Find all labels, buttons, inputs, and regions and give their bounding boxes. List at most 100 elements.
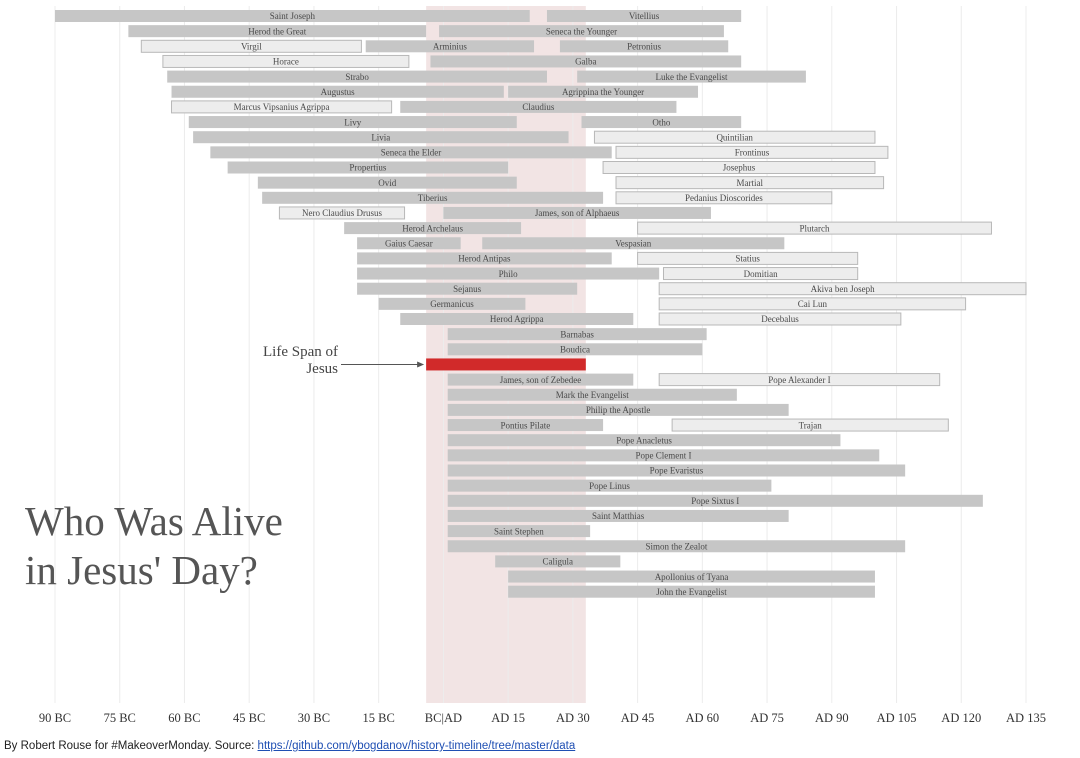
lifespan-bar <box>400 313 634 325</box>
lifespan-label: Arminius <box>433 42 467 52</box>
jesus-lifespan-bar <box>426 358 586 371</box>
x-tick-label: BC|AD <box>425 711 462 725</box>
lifespan-bar <box>593 130 876 144</box>
lifespan-bar <box>658 373 941 387</box>
lifespan-label: Pope Linus <box>589 481 630 491</box>
x-tick-label: AD 90 <box>815 711 849 725</box>
lifespan-label: Petronius <box>627 42 661 52</box>
lifespan-label: Caligula <box>543 557 574 567</box>
lifespan-label: Herod Archelaus <box>402 223 463 233</box>
lifespan-label: Domitian <box>744 269 778 279</box>
lifespan-bar <box>357 237 461 250</box>
lifespan-label: Barnabas <box>560 329 594 339</box>
source-link[interactable]: https://github.com/ybogdanov/history-tim… <box>257 740 576 752</box>
annotation-arrow-icon <box>417 361 425 368</box>
lifespan-label: Frontinus <box>735 148 770 158</box>
lifespan-bar <box>447 479 772 492</box>
lifespan-bar <box>581 116 742 129</box>
lifespan-label: James, son of Zebedee <box>500 375 581 385</box>
lifespan-label: Quintilian <box>716 132 753 142</box>
lifespan-label: Mark the Evangelist <box>556 390 629 400</box>
lifespan-label: Statius <box>735 254 760 264</box>
x-tick-label: AD 45 <box>621 711 655 725</box>
chart-title: Who Was Alive in Jesus' Day? <box>25 497 283 595</box>
lifespan-bar <box>447 434 841 447</box>
lifespan-bar <box>439 25 724 38</box>
lifespan-label: Josephus <box>723 163 756 173</box>
lifespan-label: Pope Evaristus <box>650 466 704 476</box>
lifespan-bar <box>658 282 1027 296</box>
lifespan-label: Herod the Great <box>248 26 306 36</box>
lifespan-bar <box>447 419 604 432</box>
lifespan-label: Herod Antipas <box>458 254 511 264</box>
lifespan-bar <box>495 555 621 568</box>
lifespan-bar <box>171 85 504 98</box>
lifespan-label: Livy <box>344 117 361 127</box>
lifespan-label: Pope Clement I <box>635 451 691 461</box>
lifespan-bar <box>193 131 569 144</box>
x-tick-label: 15 BC <box>363 711 395 725</box>
title-line-1: Who Was Alive <box>25 498 283 544</box>
lifespan-bar <box>357 252 612 265</box>
lifespan-bar <box>357 282 578 295</box>
x-tick-label: AD 30 <box>556 711 590 725</box>
lifespan-bar <box>546 10 742 22</box>
lifespan-label: Galba <box>575 57 597 67</box>
lifespan-label: Strabo <box>345 72 369 82</box>
footer-text: By Robert Rouse for #MakeoverMonday. Sou… <box>4 740 258 752</box>
lifespan-bar <box>278 206 406 220</box>
lifespan-bar <box>447 464 906 477</box>
lifespan-bar <box>662 267 859 281</box>
lifespan-bar <box>447 388 737 401</box>
lifespan-label: Pope Sixtus I <box>691 496 739 506</box>
lifespan-label: Saint Matthias <box>592 511 645 521</box>
lifespan-bar <box>447 403 789 416</box>
lifespan-label: Simon the Zealot <box>645 541 707 551</box>
lifespan-label: John the Evangelist <box>656 587 727 597</box>
x-tick-label: AD 105 <box>877 711 917 725</box>
x-tick-label: AD 120 <box>941 711 981 725</box>
annotation-line-1: Life Span of <box>263 344 338 360</box>
lifespan-label: Seneca the Younger <box>546 26 617 36</box>
lifespan-bar <box>447 509 789 522</box>
lifespan-bar <box>447 328 707 341</box>
lifespan-label: Martial <box>737 178 764 188</box>
lifespan-label: Seneca the Elder <box>381 148 441 158</box>
lifespan-bar <box>257 176 517 189</box>
x-tick-label: 75 BC <box>104 711 136 725</box>
lifespan-bar <box>482 237 785 250</box>
lifespan-bar <box>671 418 949 432</box>
lifespan-label: Virgil <box>241 42 262 52</box>
lifespan-bar <box>430 55 742 68</box>
lifespan-bar <box>637 221 992 235</box>
lifespan-label: Propertius <box>349 163 386 173</box>
x-tick-label: 90 BC <box>39 711 71 725</box>
lifespan-label: Augustus <box>321 87 356 97</box>
lifespan-bar <box>577 70 806 83</box>
lifespan-label: Cai Lun <box>798 299 828 309</box>
lifespan-label: Philip the Apostle <box>586 405 651 415</box>
lifespan-label: Marcus Vipsanius Agrippa <box>234 102 330 112</box>
lifespan-label: Gaius Caesar <box>385 238 433 248</box>
lifespan-bar <box>400 100 677 113</box>
lifespan-label: Decebalus <box>761 314 799 324</box>
lifespan-bar <box>508 585 875 598</box>
lifespan-label: Saint Joseph <box>270 11 316 21</box>
lifespan-bar <box>447 540 906 553</box>
lifespan-label: Tiberius <box>418 193 448 203</box>
lifespan-label: Vitellius <box>629 11 660 21</box>
lifespan-bar <box>508 570 875 583</box>
lifespan-bar <box>637 251 859 265</box>
lifespan-bar <box>171 100 393 114</box>
lifespan-label: Philo <box>499 269 519 279</box>
lifespan-bar <box>140 39 362 53</box>
lifespan-bar <box>615 145 889 159</box>
lifespan-bar <box>658 312 902 326</box>
lifespan-label: Germanicus <box>430 299 474 309</box>
lifespan-bar <box>447 494 983 507</box>
lifespan-bar <box>128 25 427 38</box>
lifespan-label: Herod Agrippa <box>490 314 544 324</box>
lifespan-bar <box>447 449 880 462</box>
lifespan-label: Plutarch <box>800 223 830 233</box>
